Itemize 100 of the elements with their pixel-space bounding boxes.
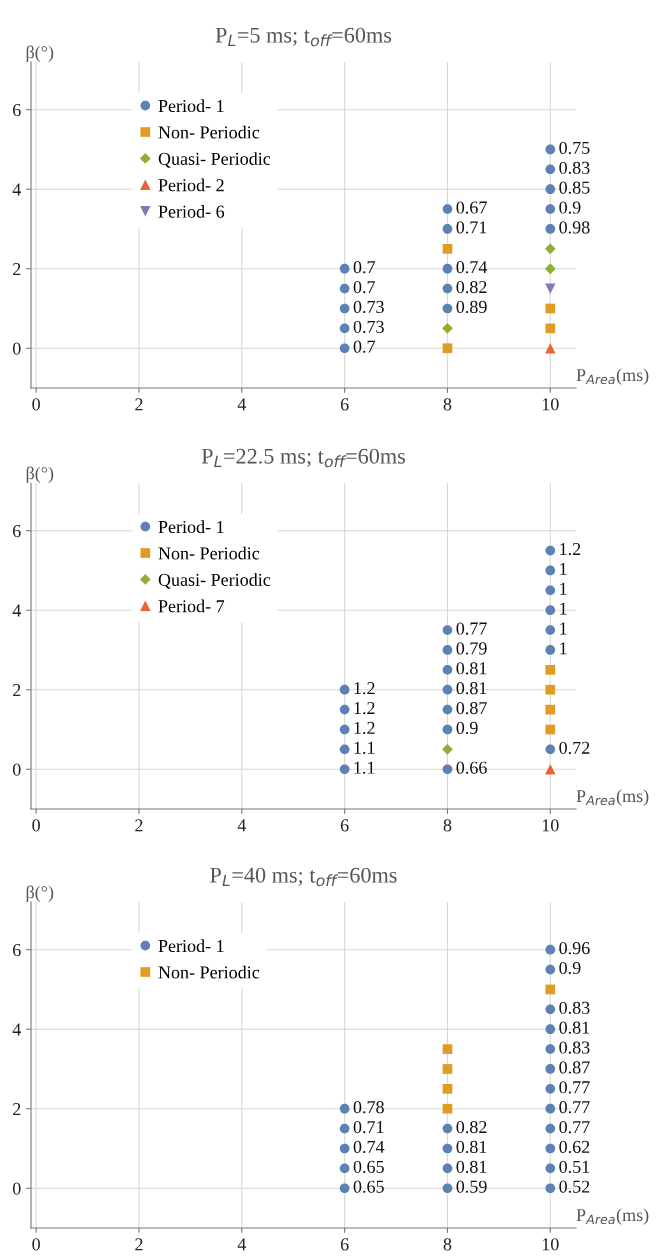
point — [545, 303, 556, 314]
y-tick-label: 2 — [13, 684, 21, 696]
point — [442, 743, 453, 755]
annotation: 0.74 — [456, 261, 488, 274]
point — [442, 724, 453, 735]
y-tick-label: 0 — [12, 763, 21, 776]
point — [545, 1004, 556, 1015]
point — [442, 343, 453, 354]
annotation: 0.81 — [559, 1021, 590, 1034]
point — [339, 684, 350, 695]
point — [339, 323, 350, 334]
point — [442, 243, 453, 254]
annotation: 0.9 — [559, 201, 581, 214]
point — [545, 664, 556, 675]
point — [545, 704, 556, 715]
point — [545, 1123, 556, 1134]
point — [339, 303, 350, 314]
point — [545, 984, 556, 995]
legend-label: Period- 6 — [158, 205, 225, 218]
annotation: 0.52 — [559, 1180, 590, 1193]
point — [442, 204, 453, 214]
annotation: 0.81 — [456, 1140, 487, 1154]
point — [442, 1064, 453, 1074]
x-tick-label: 4 — [237, 398, 247, 411]
annotation: 1 — [560, 602, 567, 615]
annotation: 0.51 — [559, 1160, 590, 1173]
point — [339, 744, 350, 755]
point — [442, 704, 453, 715]
annotation: 0.78 — [353, 1101, 384, 1114]
point — [545, 684, 556, 695]
annotation: 0.9 — [559, 961, 581, 975]
point — [545, 323, 556, 334]
chart-title: P$_{L}$=22.5 ms; t$_{off}$=60ms — [201, 448, 405, 468]
annotation: 0.67 — [456, 201, 487, 214]
legend-label: Period- 1 — [158, 99, 224, 113]
y-axis-title: β(°) — [26, 885, 54, 902]
y-tick-label: 0 — [12, 1182, 21, 1195]
legend-label: Period- 1 — [158, 520, 224, 534]
annotation: 0.74 — [353, 1140, 385, 1154]
point — [442, 664, 453, 675]
point — [545, 1163, 556, 1174]
point — [339, 704, 350, 715]
x-tick-label: 10 — [542, 819, 559, 832]
point — [442, 1044, 453, 1054]
point — [545, 1103, 556, 1114]
x-axis-title: P$_{Area}$(ms) — [576, 789, 649, 806]
point — [339, 1103, 350, 1114]
annotation: 0.7 — [353, 261, 376, 274]
annotation: 0.87 — [456, 701, 487, 715]
point — [545, 625, 556, 635]
point — [442, 625, 453, 635]
legend-label: Period- 7 — [158, 599, 225, 613]
point — [545, 545, 556, 556]
point — [442, 303, 453, 314]
point — [545, 184, 556, 195]
point — [545, 343, 556, 354]
point — [545, 164, 556, 175]
legend-label: Period- 2 — [158, 178, 224, 192]
y-tick-label: 2 — [13, 263, 21, 275]
x-tick-label: 2 — [135, 1238, 143, 1251]
point — [339, 1143, 350, 1154]
annotation: 0.59 — [456, 1180, 487, 1193]
point — [545, 224, 556, 234]
annotation: 0.65 — [353, 1160, 384, 1173]
point — [545, 964, 556, 975]
annotation: 1.2 — [560, 542, 581, 556]
annotation: 1 — [560, 582, 567, 595]
annotation: 0.87 — [559, 1061, 590, 1074]
point — [545, 283, 556, 294]
annotation: 1 — [560, 642, 567, 655]
point — [545, 204, 556, 214]
point — [339, 343, 350, 354]
x-tick-label: 6 — [340, 398, 349, 411]
chart-title: P$_{L}$=40 ms; t$_{off}$=60ms — [210, 867, 397, 887]
point — [545, 744, 556, 755]
point — [545, 144, 556, 155]
point — [545, 1183, 556, 1194]
point — [339, 283, 350, 294]
y-axis-title: β(°) — [26, 45, 54, 62]
annotation: 0.75 — [559, 141, 590, 155]
point — [545, 764, 556, 775]
point — [442, 283, 453, 294]
x-tick-label: 10 — [542, 1238, 559, 1251]
point — [442, 645, 453, 655]
point — [544, 263, 556, 275]
x-tick-label: 2 — [135, 398, 143, 411]
point — [545, 605, 556, 616]
annotation: 0.7 — [353, 280, 376, 294]
annotation: 0.85 — [559, 181, 590, 194]
x-tick-label: 10 — [542, 398, 559, 411]
annotation: 0.77 — [559, 1101, 590, 1114]
y-tick-label: 6 — [13, 944, 21, 957]
point — [442, 224, 453, 234]
point — [442, 1103, 453, 1114]
legend-label: Period- 1 — [158, 939, 224, 953]
x-axis-title: P$_{Area}$(ms) — [576, 1208, 649, 1225]
annotation: 0.83 — [559, 1041, 590, 1054]
point — [442, 684, 453, 695]
annotation: 0.62 — [559, 1140, 590, 1154]
point — [442, 1183, 453, 1194]
